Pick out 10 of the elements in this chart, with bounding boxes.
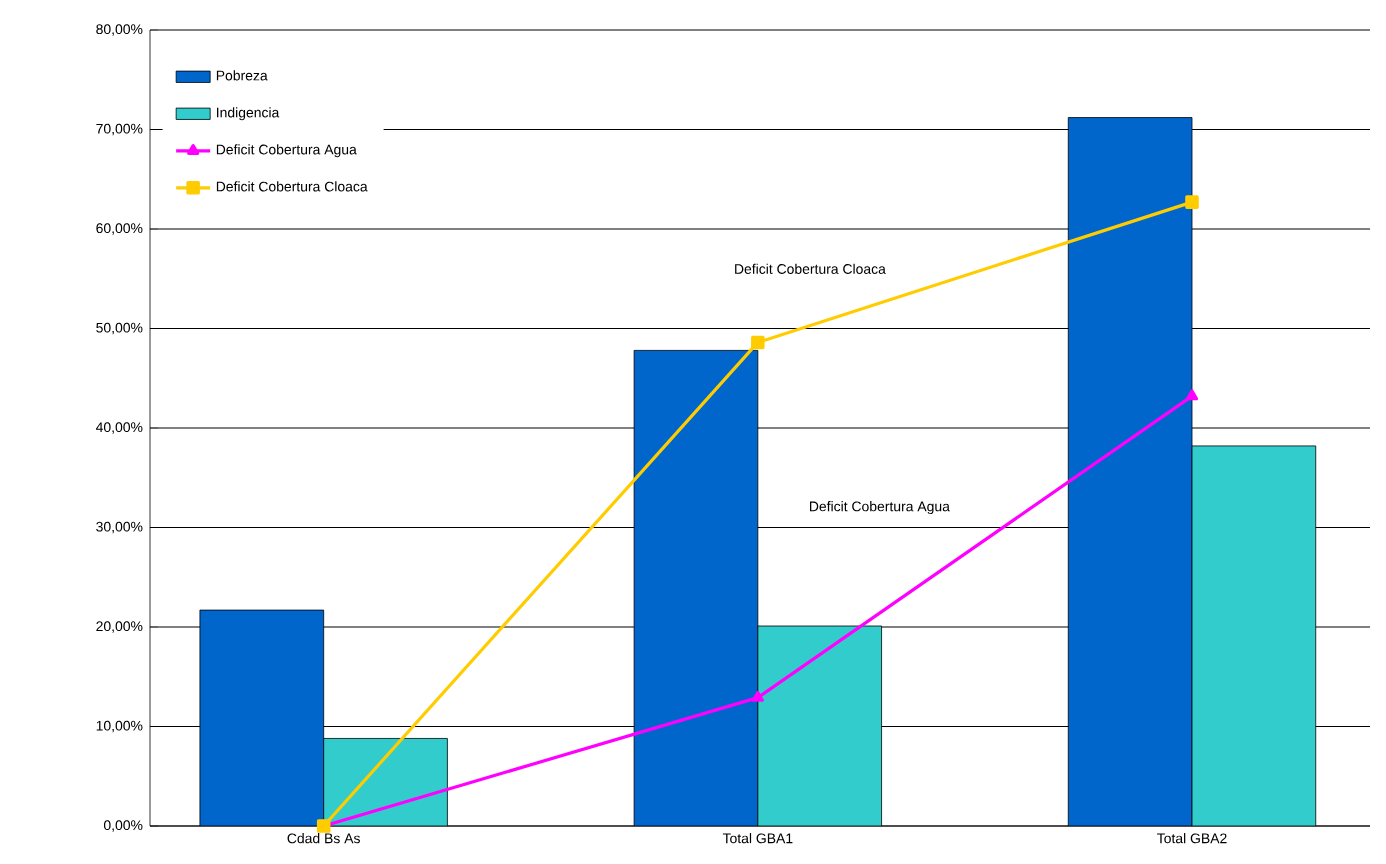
bar	[199, 609, 325, 826]
point	[1185, 389, 1199, 401]
bar	[1191, 445, 1317, 826]
bar	[757, 625, 882, 826]
point	[751, 335, 765, 350]
point	[1185, 195, 1199, 209]
bar	[323, 738, 448, 826]
bar	[633, 349, 759, 826]
point	[751, 690, 764, 702]
bar	[1067, 117, 1193, 826]
